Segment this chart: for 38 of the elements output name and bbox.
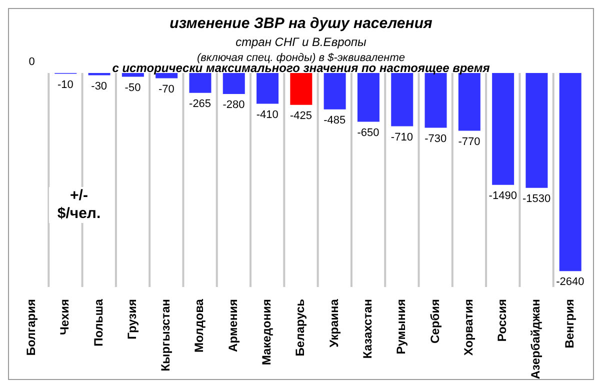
data-label: -30: [91, 80, 108, 92]
data-label: -1490: [488, 190, 517, 202]
data-label: -730: [424, 132, 447, 145]
data-label: -265: [189, 98, 212, 110]
text: (включая спец. фонды) в $-эквиваленте: [197, 52, 405, 64]
data-label: -70: [158, 83, 174, 96]
x-tick-label: Казахстан: [360, 299, 374, 359]
x-tick-label: Македония: [260, 299, 274, 366]
x-tick-label: Украина: [326, 298, 341, 348]
data-label: -2640: [556, 276, 584, 288]
x-tick-label: Венгрия: [562, 299, 576, 348]
data-label: -280: [222, 99, 245, 112]
data-label: -1530: [522, 192, 551, 205]
chart-title: изменение ЗВР на душу населения: [168, 15, 434, 32]
x-tick-label: Беларусь: [293, 299, 308, 356]
data-label: -710: [390, 131, 413, 144]
data-label: -650: [357, 126, 380, 139]
chart-subtitle: стран СНГ и В.Европы: [234, 35, 368, 49]
data-label: 0: [28, 56, 35, 68]
data-label: -425: [290, 110, 312, 122]
x-tick-label: Польша: [91, 298, 106, 346]
data-label: -10: [58, 78, 74, 91]
x-tick-label: Грузия: [124, 299, 139, 340]
y-axis-title: +/- $/чел.: [49, 187, 109, 223]
x-tick-label: Болгария: [24, 299, 38, 356]
data-label: -50: [124, 82, 141, 94]
x-tick-label: Сербия: [428, 299, 442, 344]
x-tick-label: Румыния: [394, 299, 408, 354]
data-label: -485: [324, 114, 346, 126]
x-tick-label: Россия: [495, 299, 510, 342]
x-tick-label: Армения: [226, 299, 240, 352]
x-tick-label: Азербайджан: [528, 299, 543, 380]
data-label: -770: [458, 136, 480, 148]
data-label: -410: [256, 108, 278, 121]
x-tick-label: Хорватия: [461, 299, 476, 356]
x-tick-label: Чехия: [58, 299, 72, 335]
x-tick-label: Кыргызстан: [158, 299, 173, 372]
x-tick-label: Молдова: [192, 298, 206, 352]
